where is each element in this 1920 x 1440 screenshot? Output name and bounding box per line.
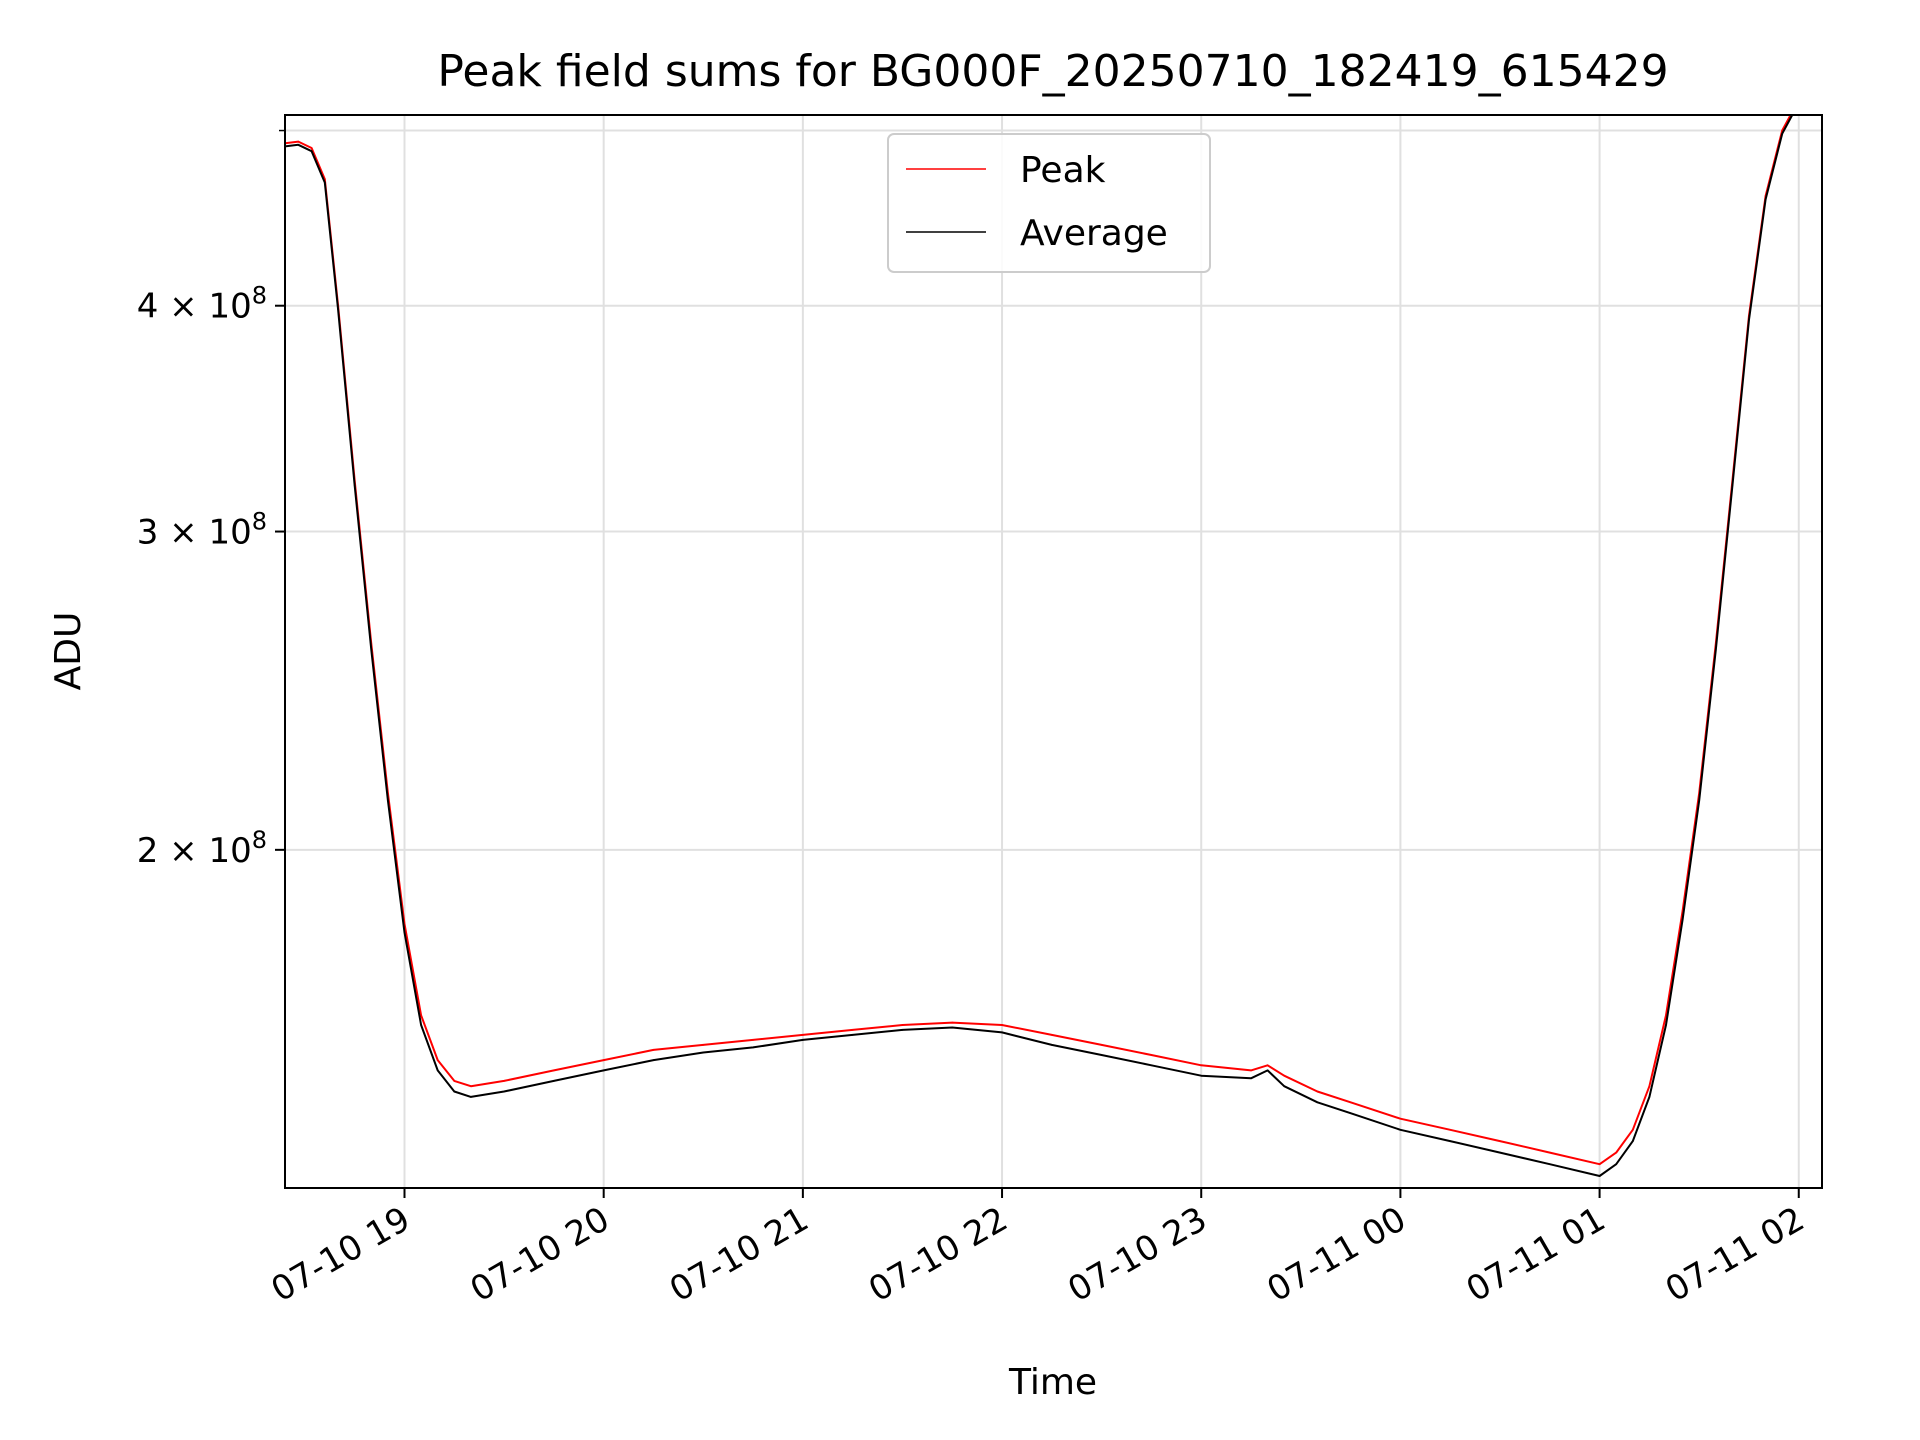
data-point xyxy=(503,1090,505,1093)
x-axis-label: Time xyxy=(1008,1362,1097,1403)
data-point xyxy=(1598,1163,1601,1165)
data-point xyxy=(1665,1014,1667,1017)
data-point xyxy=(553,1069,555,1072)
data-point xyxy=(901,1029,904,1031)
data-point xyxy=(752,1039,754,1041)
data-point xyxy=(337,308,339,311)
y-axis-label: ADU xyxy=(48,612,89,691)
data-point xyxy=(702,1044,705,1046)
data-point xyxy=(1051,1044,1053,1046)
data-point xyxy=(1316,1090,1319,1093)
data-point xyxy=(1648,1096,1651,1098)
data-point xyxy=(1100,1054,1103,1056)
data-point xyxy=(1665,1024,1667,1026)
data-point xyxy=(1698,799,1700,802)
data-point xyxy=(951,1026,954,1029)
data-point xyxy=(1100,1044,1103,1046)
data-point xyxy=(1283,1085,1285,1087)
legend: Peak Average xyxy=(887,133,1211,273)
data-point xyxy=(1615,1151,1617,1154)
data-point xyxy=(453,1080,456,1082)
data-point xyxy=(297,140,300,143)
data-point xyxy=(1748,318,1750,321)
data-point xyxy=(1781,132,1783,135)
data-point xyxy=(1715,649,1717,651)
data-point xyxy=(353,485,356,487)
data-point xyxy=(1266,1069,1269,1072)
data-point xyxy=(1399,1129,1402,1131)
data-point xyxy=(602,1059,605,1061)
data-point xyxy=(602,1069,605,1072)
data-point xyxy=(420,1014,422,1017)
data-point xyxy=(1283,1074,1285,1077)
data-point xyxy=(1648,1085,1651,1087)
data-point xyxy=(1549,1163,1551,1165)
plot-frame xyxy=(284,114,1823,1189)
data-point xyxy=(1449,1140,1451,1142)
data-point xyxy=(310,147,313,149)
y-axis-ticks: 2 × 108 3 × 108 4 × 108 xyxy=(137,129,285,871)
data-point xyxy=(1399,1117,1402,1120)
data-point xyxy=(1349,1112,1352,1114)
data-point xyxy=(1349,1101,1352,1104)
data-point xyxy=(851,1029,854,1031)
chart-title: Peak field sums for BG000F_20250710_1824… xyxy=(437,46,1668,97)
data-point xyxy=(1615,1163,1617,1165)
data-point xyxy=(1250,1069,1252,1072)
data-point xyxy=(951,1021,954,1024)
data-point xyxy=(1731,485,1734,487)
data-point xyxy=(453,1090,456,1093)
legend-label-average: Average xyxy=(1020,213,1168,254)
data-point xyxy=(420,1024,422,1026)
data-point xyxy=(1449,1129,1451,1131)
data-point xyxy=(901,1024,904,1026)
data-point xyxy=(387,799,389,802)
data-point xyxy=(752,1046,754,1049)
data-point xyxy=(1598,1175,1601,1177)
data-point xyxy=(403,931,406,934)
data-point xyxy=(1150,1064,1153,1067)
data-point xyxy=(851,1034,854,1036)
y-tick-label: 3 × 108 xyxy=(137,508,267,553)
y-tick-label: 2 × 108 xyxy=(137,826,267,871)
data-point xyxy=(1316,1101,1319,1104)
data-point xyxy=(370,649,373,651)
data-point xyxy=(1764,198,1767,201)
data-point xyxy=(1632,1129,1634,1131)
data-point xyxy=(1250,1077,1252,1080)
data-point xyxy=(1681,918,1684,921)
data-point xyxy=(802,1034,804,1036)
data-point xyxy=(436,1059,439,1061)
data-point xyxy=(1266,1064,1269,1067)
data-point xyxy=(1001,1024,1003,1026)
data-point xyxy=(652,1049,655,1051)
data-point xyxy=(1632,1140,1634,1142)
data-point xyxy=(1549,1151,1551,1154)
series-layer xyxy=(285,115,1794,1177)
data-point xyxy=(1150,1054,1153,1056)
data-point xyxy=(1200,1064,1202,1067)
data-point xyxy=(503,1080,505,1082)
grid xyxy=(285,115,1822,1188)
y-tick-label: 4 × 108 xyxy=(137,282,267,327)
legend-label-peak: Peak xyxy=(1020,150,1106,191)
data-point xyxy=(1499,1140,1501,1142)
data-point xyxy=(470,1096,472,1098)
data-point xyxy=(310,150,313,152)
data-point xyxy=(324,181,326,184)
data-point xyxy=(1051,1034,1053,1036)
data-point xyxy=(1499,1151,1501,1154)
data-point xyxy=(436,1069,439,1072)
data-point xyxy=(652,1059,655,1061)
data-point xyxy=(297,144,300,146)
data-point xyxy=(1200,1074,1202,1077)
data-point xyxy=(553,1080,555,1082)
data-point xyxy=(470,1085,472,1087)
data-point xyxy=(802,1039,804,1041)
data-point xyxy=(702,1051,705,1054)
data-point xyxy=(1001,1031,1003,1034)
